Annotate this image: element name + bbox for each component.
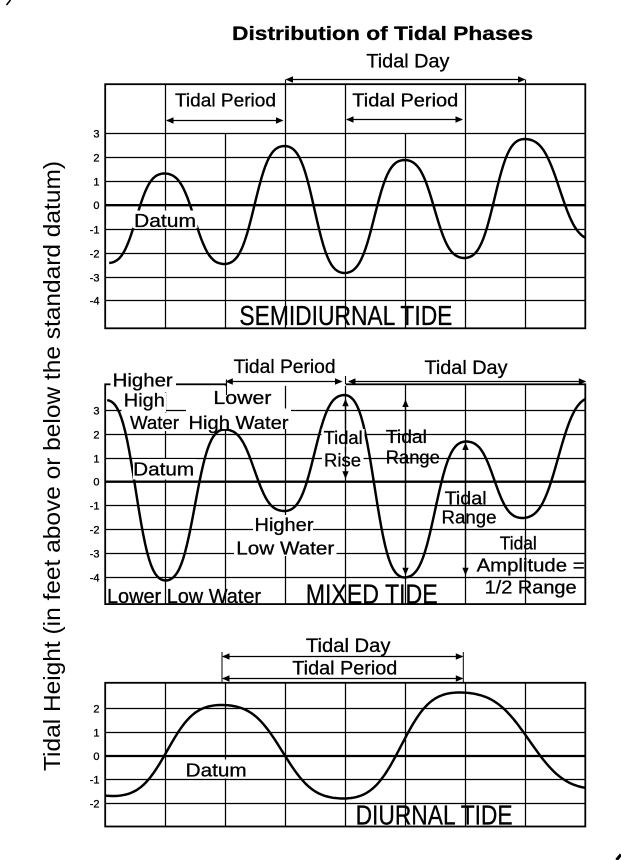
svg-text:Tidal Height (in feet above or: Tidal Height (in feet above or below the… bbox=[39, 161, 65, 771]
svg-text:SEMIDIURNAL TIDE: SEMIDIURNAL TIDE bbox=[239, 300, 452, 331]
svg-text:Datum: Datum bbox=[133, 459, 194, 480]
svg-text:Lower Low Water: Lower Low Water bbox=[107, 586, 261, 608]
svg-text:1: 1 bbox=[93, 454, 99, 466]
svg-text:Rise: Rise bbox=[324, 450, 361, 470]
svg-text:Tidal Day: Tidal Day bbox=[425, 358, 509, 379]
svg-text:Tidal Period: Tidal Period bbox=[175, 91, 276, 111]
svg-text:2: 2 bbox=[93, 153, 99, 165]
svg-text:Higher: Higher bbox=[113, 371, 173, 391]
svg-text:-1: -1 bbox=[90, 225, 100, 237]
svg-text:Tidal Period: Tidal Period bbox=[234, 357, 336, 378]
svg-text:Range: Range bbox=[386, 448, 440, 468]
svg-text:0: 0 bbox=[93, 200, 99, 212]
svg-text:Tidal: Tidal bbox=[324, 428, 363, 448]
svg-text:-1: -1 bbox=[90, 775, 100, 787]
svg-text:-3: -3 bbox=[90, 549, 100, 561]
svg-text:Distribution of Tidal Phases: Distribution of Tidal Phases bbox=[232, 24, 533, 45]
svg-text:Lower: Lower bbox=[213, 388, 271, 408]
svg-text:-2: -2 bbox=[90, 525, 100, 537]
svg-text:Tidal: Tidal bbox=[445, 488, 487, 508]
svg-text:Low Water: Low Water bbox=[236, 538, 334, 558]
svg-text:-4: -4 bbox=[90, 296, 100, 308]
svg-text:1/2 Range: 1/2 Range bbox=[485, 578, 577, 598]
svg-text:1: 1 bbox=[93, 728, 99, 740]
svg-text:Range: Range bbox=[442, 508, 497, 528]
svg-text:DIURNAL TIDE: DIURNAL TIDE bbox=[356, 800, 513, 831]
svg-text:Datum: Datum bbox=[186, 760, 247, 781]
svg-text:-2: -2 bbox=[90, 799, 100, 811]
svg-text:-4: -4 bbox=[90, 573, 100, 585]
svg-text:Tidal: Tidal bbox=[386, 427, 427, 447]
svg-text:3: 3 bbox=[93, 406, 99, 418]
svg-text:-1: -1 bbox=[90, 501, 100, 513]
svg-text:-2: -2 bbox=[90, 249, 100, 261]
svg-text:High: High bbox=[124, 391, 165, 411]
svg-text:Tidal Period: Tidal Period bbox=[352, 91, 458, 111]
svg-text:0: 0 bbox=[93, 477, 99, 489]
svg-text:2: 2 bbox=[93, 704, 99, 716]
svg-text:Tidal Day: Tidal Day bbox=[366, 52, 450, 73]
svg-text:Higher: Higher bbox=[255, 515, 314, 535]
svg-text:0: 0 bbox=[93, 751, 99, 763]
svg-text:1: 1 bbox=[93, 177, 99, 189]
svg-text:Tidal: Tidal bbox=[500, 534, 537, 554]
svg-text:3: 3 bbox=[93, 129, 99, 141]
svg-text:Tidal Day: Tidal Day bbox=[306, 636, 391, 657]
svg-text:-3: -3 bbox=[90, 273, 100, 285]
svg-text:2: 2 bbox=[93, 430, 99, 442]
svg-text:Datum: Datum bbox=[134, 210, 196, 231]
svg-text:High Water: High Water bbox=[189, 413, 289, 433]
svg-text:Tidal Period: Tidal Period bbox=[292, 659, 397, 680]
svg-text:Water: Water bbox=[130, 413, 179, 433]
svg-text:Amplitude =: Amplitude = bbox=[477, 555, 585, 575]
svg-text:MIXED TIDE: MIXED TIDE bbox=[306, 579, 438, 610]
